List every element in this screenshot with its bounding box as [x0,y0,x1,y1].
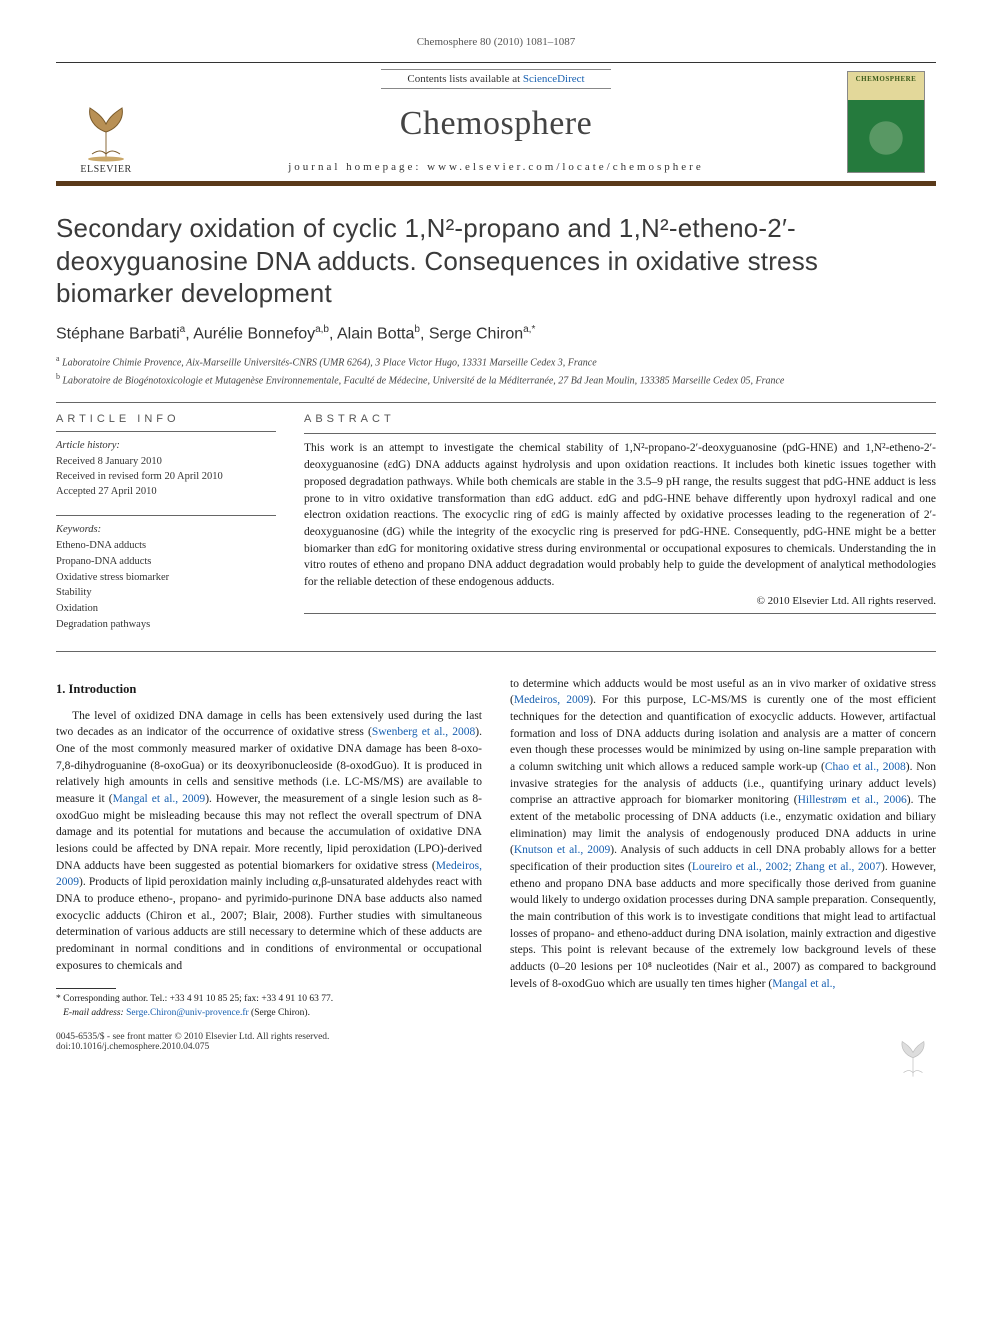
keywords-title: Keywords: [56,524,101,535]
keyword: Etheno-DNA adducts [56,540,146,551]
contents-prefix: Contents lists available at [407,73,522,85]
keyword: Oxidation [56,603,98,614]
email-person: (Serge Chiron). [251,1008,310,1018]
affiliation-b-text: Laboratoire de Biogénotoxicologie et Mut… [63,375,785,386]
article-info-label: ARTICLE INFO [56,413,276,425]
elsevier-tree-icon [890,1032,936,1078]
section-heading-introduction: 1. Introduction [56,680,482,698]
journal-cover-thumbnail: CHEMOSPHERE [847,71,925,173]
running-head: Chemosphere 80 (2010) 1081–1087 [56,36,936,48]
footnote-email: E-mail address: Serge.Chiron@univ-proven… [56,1007,482,1020]
cover-thumb-wrap: CHEMOSPHERE [836,63,936,181]
abstract-copyright: © 2010 Elsevier Ltd. All rights reserved… [304,595,936,607]
author-list: Stéphane Barbatia, Aurélie Bonnefoya,b, … [56,324,936,343]
cover-title: CHEMOSPHERE [848,75,924,83]
footnote-corr: * Corresponding author. Tel.: +33 4 91 1… [56,993,482,1006]
info-abstract-row: ARTICLE INFO Article history: Received 8… [56,413,936,632]
article-title: Secondary oxidation of cyclic 1,N²-propa… [56,212,936,310]
keyword: Degradation pathways [56,619,150,630]
history-line: Accepted 27 April 2010 [56,486,157,497]
abstract-text: This work is an attempt to investigate t… [304,440,936,590]
footer-left: 0045-6535/$ - see front matter © 2010 El… [56,1032,329,1081]
affiliation-b: b Laboratoire de Biogénotoxicologie et M… [56,371,936,389]
corresponding-email-link[interactable]: Serge.Chiron@univ-provence.fr [126,1008,249,1018]
divider [56,651,936,652]
intro-paragraph-1: The level of oxidized DNA damage in cell… [56,708,482,975]
abstract-label: ABSTRACT [304,413,936,425]
page-footer: 0045-6535/$ - see front matter © 2010 El… [56,1032,936,1081]
affiliation-a-text: Laboratoire Chimie Provence, Aix-Marseil… [62,357,597,368]
journal-masthead: ELSEVIER Contents lists available at Sci… [56,62,936,186]
divider [304,433,936,434]
journal-name: Chemosphere [156,105,836,143]
abstract-column: ABSTRACT This work is an attempt to inve… [304,413,936,632]
article-history: Article history: Received 8 January 2010… [56,438,276,499]
keyword: Stability [56,587,92,598]
divider [56,515,276,516]
article-info-column: ARTICLE INFO Article history: Received 8… [56,413,276,632]
front-matter-line: 0045-6535/$ - see front matter © 2010 El… [56,1032,329,1042]
history-line: Received in revised form 20 April 2010 [56,471,223,482]
divider [56,402,936,403]
intro-paragraph-2: to determine which adducts would be most… [510,676,936,993]
publisher-block: ELSEVIER [56,63,156,181]
affiliations: a Laboratoire Chimie Provence, Aix-Marse… [56,353,936,389]
keyword: Oxidative stress biomarker [56,572,169,583]
contents-available-line: Contents lists available at ScienceDirec… [381,69,610,89]
masthead-center: Contents lists available at ScienceDirec… [156,63,836,181]
publisher-name: ELSEVIER [80,164,131,175]
history-title: Article history: [56,440,120,451]
divider [304,613,936,614]
footer-right [890,1032,936,1081]
affiliation-a: a Laboratoire Chimie Provence, Aix-Marse… [56,353,936,371]
sciencedirect-link[interactable]: ScienceDirect [523,73,585,85]
history-line: Received 8 January 2010 [56,456,162,467]
email-label: E-mail address: [63,1008,124,1018]
keywords-block: Keywords: Etheno-DNA adducts Propano-DNA… [56,522,276,632]
footnote-separator [56,988,116,989]
elsevier-tree-icon [74,94,138,162]
journal-homepage: journal homepage: www.elsevier.com/locat… [156,161,836,173]
body-two-columns: 1. Introduction The level of oxidized DN… [56,676,936,1020]
divider [56,431,276,432]
keyword: Propano-DNA adducts [56,556,151,567]
corresponding-author-footnote: * Corresponding author. Tel.: +33 4 91 1… [56,988,482,1020]
doi-line: doi:10.1016/j.chemosphere.2010.04.075 [56,1042,329,1052]
